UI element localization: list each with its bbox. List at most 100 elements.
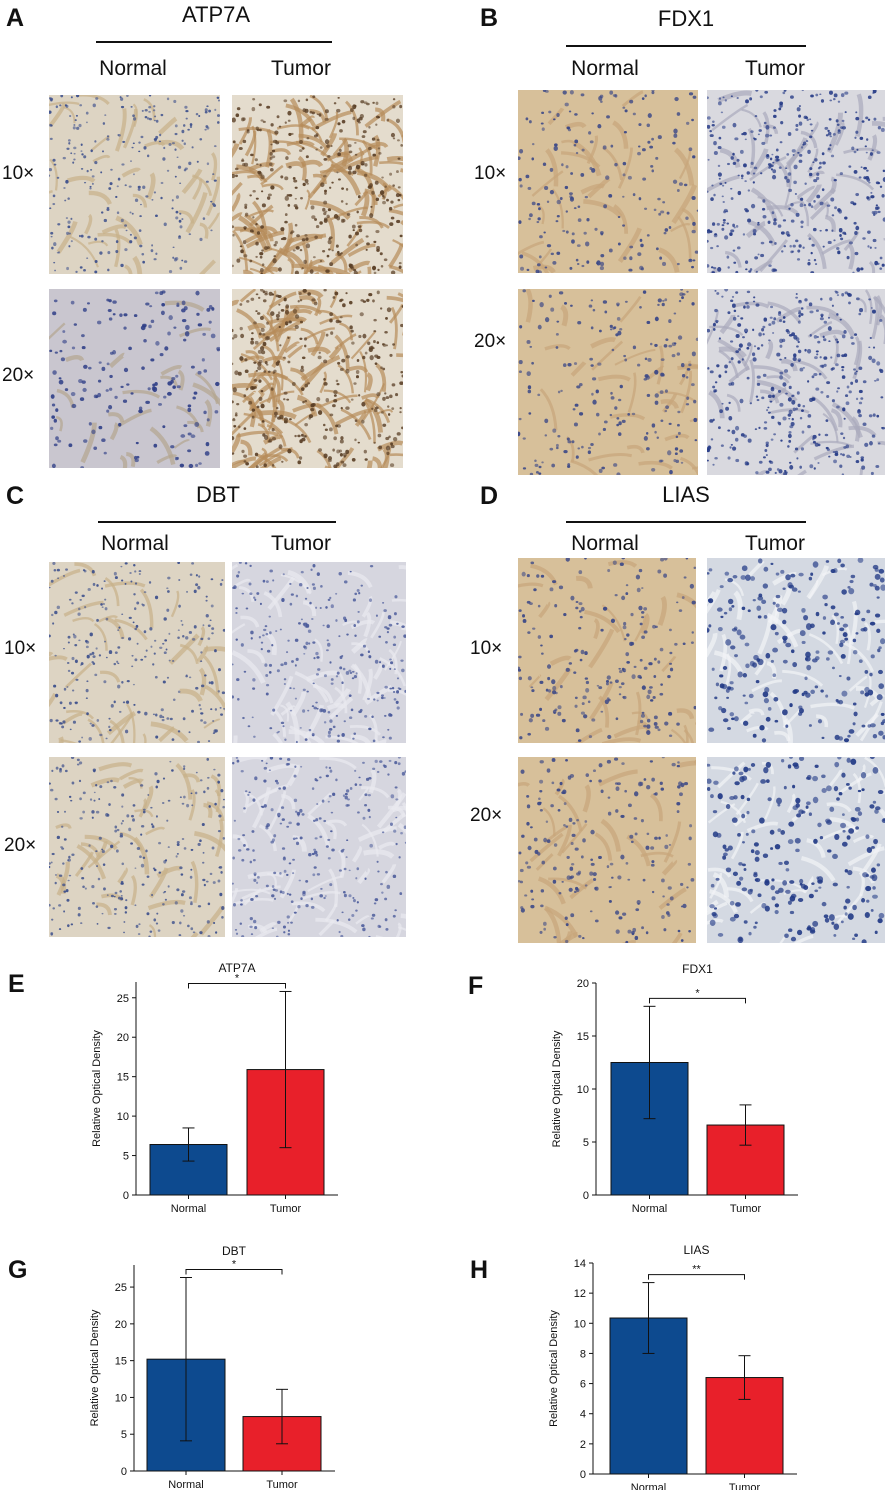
x-tick-label: Tumor — [266, 1479, 298, 1490]
micrograph-atp7a-normal-10x — [49, 95, 220, 274]
y-axis-label: Relative Optical Density — [89, 1309, 101, 1426]
significance-label: * — [232, 1259, 237, 1271]
chart-title: DBT — [222, 1244, 247, 1258]
micrograph-fdx1-tumor-10x — [707, 90, 885, 273]
y-tick-label: 20 — [577, 978, 589, 990]
micrograph-fdx1-tumor-20x — [707, 289, 885, 475]
row-label-10x: 10× — [474, 163, 507, 184]
micrograph-atp7a-tumor-20x — [232, 289, 403, 468]
y-tick-label: 8 — [580, 1348, 586, 1360]
significance-label: * — [235, 972, 240, 984]
ihc-title-rule — [98, 521, 336, 523]
y-tick-label: 0 — [580, 1469, 586, 1481]
y-tick-label: 10 — [577, 1084, 589, 1096]
row-label-10x: 10× — [2, 163, 35, 184]
micrograph-dbt-normal-20x — [49, 757, 225, 937]
y-axis-label: Relative Optical Density — [91, 1030, 103, 1147]
row-label-20x: 20× — [2, 365, 35, 386]
y-tick-label: 0 — [583, 1190, 589, 1202]
y-axis-label: Relative Optical Density — [548, 1310, 560, 1427]
micrograph-fdx1-normal-10x — [518, 90, 698, 273]
panel-letter: G — [8, 1256, 27, 1284]
y-tick-label: 25 — [115, 1282, 127, 1294]
y-tick-label: 5 — [121, 1429, 127, 1441]
panel-letter-d: D — [480, 482, 499, 510]
ihc-title-atp7a: ATP7A — [181, 2, 251, 27]
significance-bracket — [648, 1274, 745, 1280]
column-label-tumor: Tumor — [271, 57, 331, 80]
micrograph-atp7a-tumor-10x — [232, 95, 403, 274]
micrograph-dbt-tumor-20x — [232, 757, 406, 937]
row-label-10x: 10× — [470, 638, 503, 659]
x-tick-label: Normal — [631, 1482, 666, 1490]
row-label-20x: 20× — [470, 805, 503, 826]
y-tick-label: 14 — [574, 1258, 586, 1270]
column-label-normal: Normal — [99, 57, 167, 80]
x-tick-label: Normal — [168, 1479, 203, 1490]
y-tick-label: 2 — [580, 1439, 586, 1451]
ihc-title-rule — [566, 521, 806, 523]
bar-chart-dbt: G DBT 0 5 10 15 20 25 Relative Optical Density No… — [8, 1244, 335, 1490]
ihc-title-dbt: DBT — [196, 482, 240, 507]
x-tick-label: Normal — [171, 1203, 206, 1215]
panel-letter: F — [468, 972, 483, 1000]
y-tick-label: 20 — [115, 1319, 127, 1331]
micrograph-lias-tumor-10x — [707, 558, 885, 743]
x-tick-label: Tumor — [270, 1203, 302, 1215]
micrograph-dbt-tumor-10x — [232, 562, 406, 743]
y-tick-label: 15 — [577, 1031, 589, 1043]
chart-title: LIAS — [683, 1243, 709, 1257]
y-tick-label: 4 — [580, 1409, 586, 1421]
micrograph-lias-tumor-20x — [707, 757, 885, 943]
bar-chart-atp7a: E ATP7A 0 5 10 15 20 25 Relative Optical Density… — [8, 961, 338, 1215]
ihc-title-rule — [96, 41, 332, 43]
column-label-normal: Normal — [101, 532, 169, 555]
row-label-20x: 20× — [474, 331, 507, 352]
y-tick-label: 0 — [121, 1466, 127, 1478]
y-tick-label: 10 — [574, 1318, 586, 1330]
y-tick-label: 15 — [117, 1072, 129, 1084]
y-tick-label: 25 — [117, 993, 129, 1005]
y-tick-label: 5 — [583, 1137, 589, 1149]
micrograph-fdx1-normal-20x — [518, 289, 698, 475]
panel-letter: H — [470, 1256, 488, 1284]
column-label-normal: Normal — [571, 532, 639, 555]
ihc-title-fdx1: FDX1 — [657, 6, 715, 31]
panel-letter: E — [8, 970, 25, 998]
y-tick-label: 10 — [117, 1111, 129, 1123]
y-tick-label: 10 — [115, 1392, 127, 1404]
column-label-tumor: Tumor — [745, 532, 805, 555]
row-label-10x: 10× — [4, 638, 37, 659]
column-label-tumor: Tumor — [271, 532, 331, 555]
panel-letter-b: B — [480, 4, 499, 32]
column-label-normal: Normal — [571, 57, 639, 80]
micrograph-atp7a-normal-20x — [49, 289, 220, 468]
y-tick-label: 5 — [123, 1151, 129, 1163]
ihc-title-lias: LIAS — [662, 482, 710, 507]
ihc-title-rule — [566, 45, 806, 47]
micrograph-lias-normal-10x — [518, 558, 696, 743]
micrograph-dbt-normal-10x — [49, 562, 225, 743]
significance-label: * — [695, 987, 700, 999]
column-label-tumor: Tumor — [745, 57, 805, 80]
significance-bracket — [185, 1269, 283, 1275]
panel-letter-c: C — [6, 482, 25, 510]
significance-bracket — [649, 997, 746, 1004]
y-tick-label: 12 — [574, 1288, 586, 1300]
y-tick-label: 15 — [115, 1356, 127, 1368]
y-axis-label: Relative Optical Density — [551, 1030, 563, 1147]
y-tick-label: 6 — [580, 1379, 586, 1391]
y-tick-label: 0 — [123, 1190, 129, 1202]
y-tick-label: 20 — [117, 1032, 129, 1044]
x-tick-label: Tumor — [730, 1203, 762, 1215]
panel-letter-a: A — [6, 4, 25, 32]
chart-title: ATP7A — [218, 961, 255, 975]
bar-chart-lias: H LIAS 0 2 4 6 8 10 12 14 Relative Optical Density… — [470, 1243, 797, 1490]
micrograph-lias-normal-20x — [518, 757, 696, 943]
significance-label: ** — [692, 1264, 701, 1276]
row-label-20x: 20× — [4, 835, 37, 856]
chart-title: FDX1 — [682, 962, 713, 976]
x-tick-label: Normal — [632, 1203, 667, 1215]
significance-bracket — [188, 982, 286, 989]
x-tick-label: Tumor — [729, 1482, 761, 1490]
